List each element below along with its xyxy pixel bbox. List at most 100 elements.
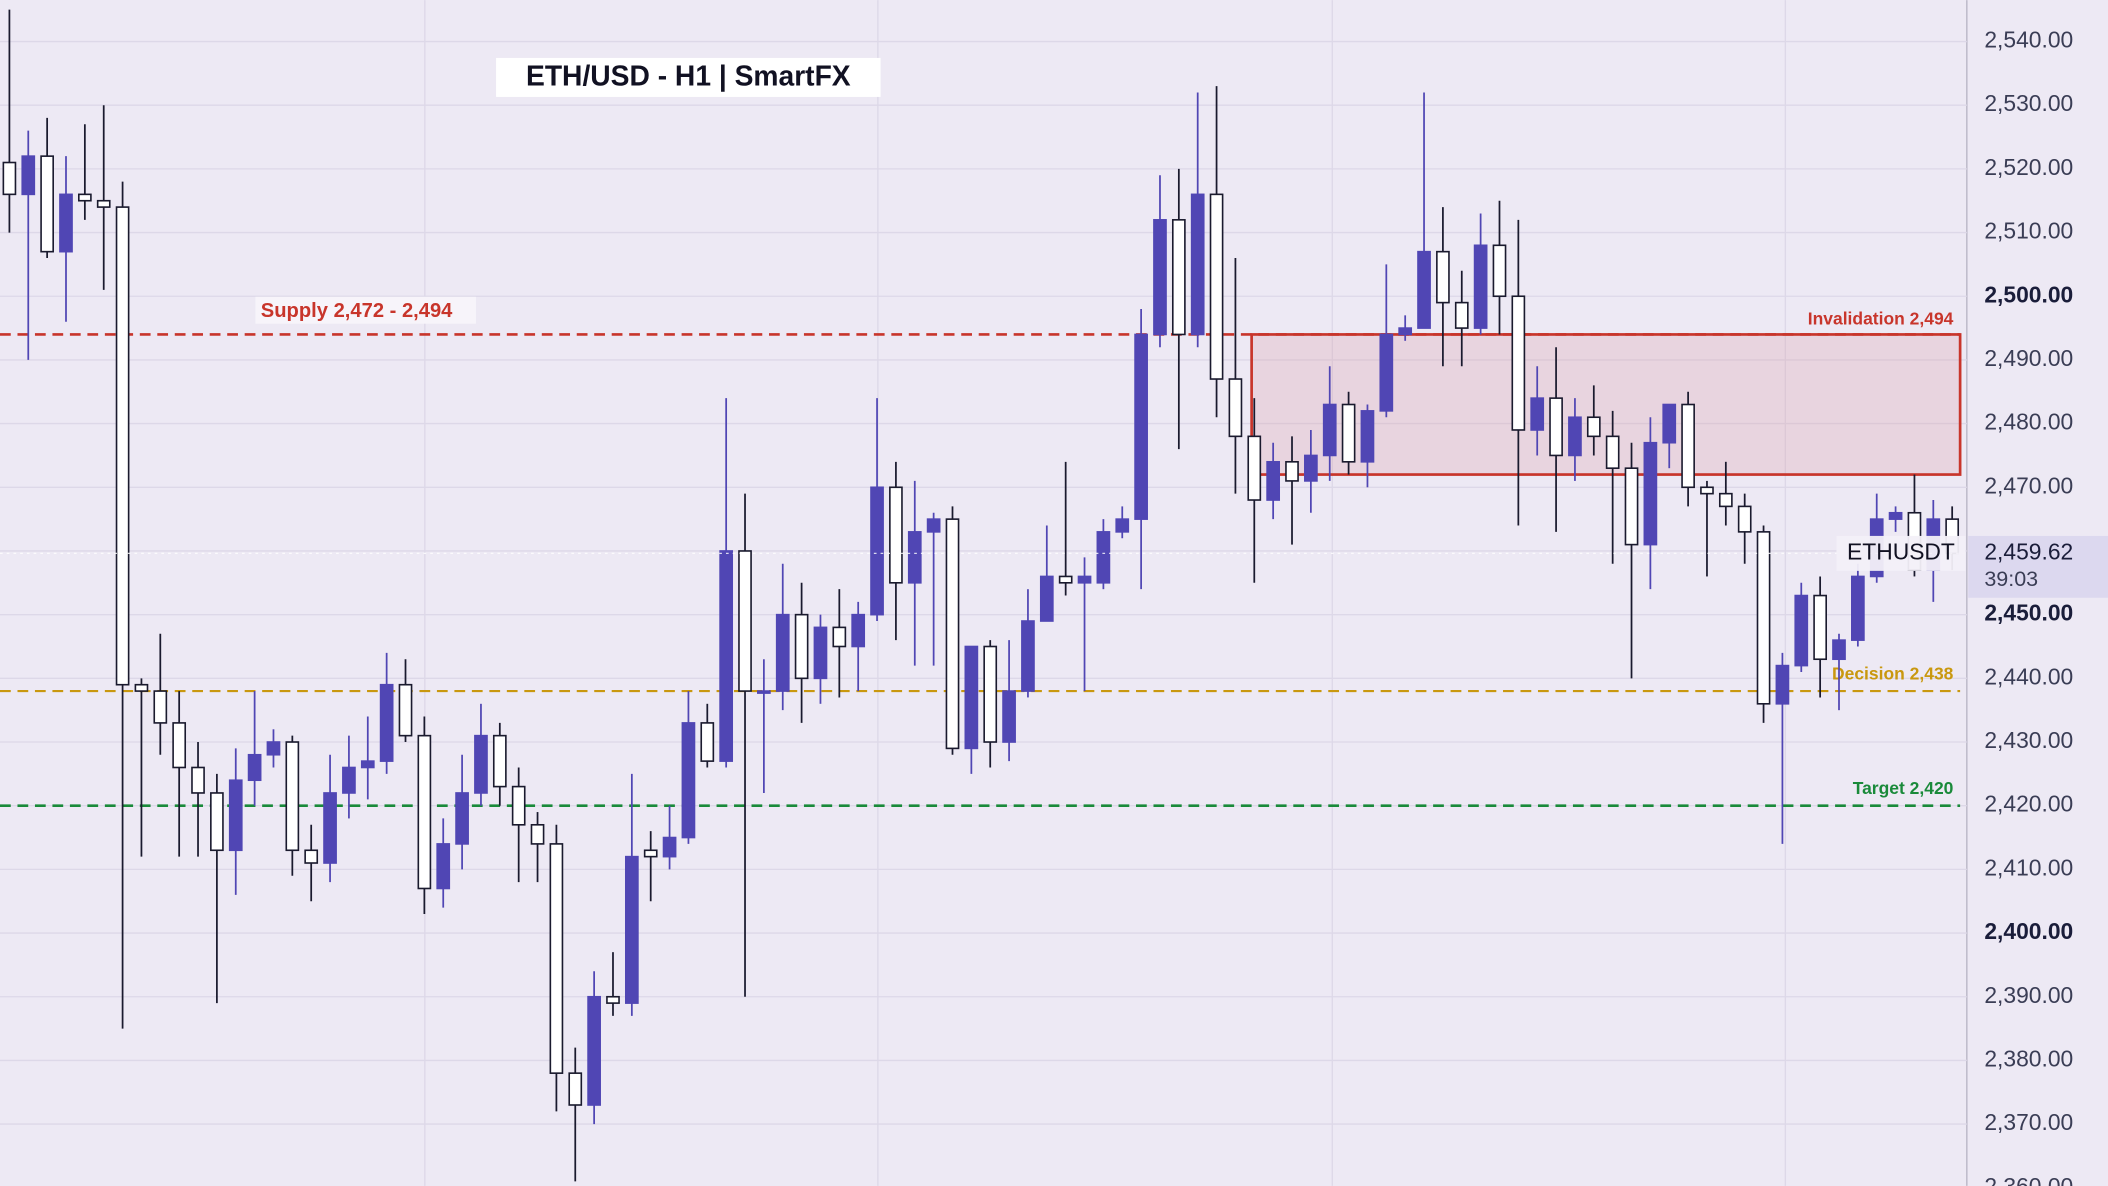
candle-body: [926, 518, 941, 533]
candle-body: [191, 766, 205, 794]
candle-body: [1039, 575, 1054, 622]
candle-body: [1586, 416, 1601, 438]
candle-body: [983, 645, 998, 743]
candle-body: [40, 155, 54, 253]
supply-label: Supply 2,472 - 2,494: [261, 300, 453, 322]
candle-body: [738, 550, 752, 692]
candle-body: [757, 690, 771, 694]
candle-body: [379, 683, 394, 762]
title-box: [496, 57, 881, 97]
candle-body: [417, 734, 432, 890]
candle-body: [945, 518, 960, 750]
candle-body: [492, 734, 507, 788]
candle-body: [1115, 518, 1130, 533]
candle-body: [1322, 403, 1337, 457]
price-box: [1968, 535, 2108, 598]
candle-body: [530, 823, 545, 845]
candle-body: [1605, 435, 1620, 469]
candle-body: [851, 613, 866, 648]
candle-body: [172, 722, 187, 769]
chart-title: ETH/USD - H1 | SmartFX: [526, 60, 851, 92]
candle-body: [1549, 397, 1563, 457]
invalidation-label: Invalidation 2,494: [1808, 308, 1954, 328]
y-tick-label: 2,540.00: [1984, 27, 2073, 53]
candle-body: [1247, 435, 1262, 501]
candle-body: [1813, 594, 1827, 661]
candle-body: [870, 486, 884, 616]
candle-body: [700, 722, 715, 762]
candle-body: [1794, 594, 1809, 667]
candle-body: [134, 683, 149, 692]
candle-body: [1304, 454, 1318, 482]
y-tick-label: 2,450.00: [1984, 600, 2073, 626]
candle-body: [1077, 575, 1092, 584]
y-tick-label: 2,480.00: [1984, 409, 2073, 435]
candle-body: [1454, 301, 1469, 329]
candle-body: [59, 193, 73, 253]
y-tick-label: 2,370.00: [1984, 1109, 2073, 1135]
y-tick-label: 2,360.00: [1984, 1173, 2073, 1186]
candle-body: [1398, 327, 1413, 336]
candle-body: [681, 722, 696, 839]
candle-body: [907, 531, 922, 584]
price-label: 2,459.62: [1984, 538, 2073, 564]
symbol-box: [1836, 535, 1966, 571]
candle-body: [1190, 193, 1205, 336]
candle-body: [323, 792, 337, 864]
candle-body: [1568, 416, 1582, 457]
countdown-label: 39:03: [1984, 567, 2038, 591]
candle-body: [228, 779, 243, 852]
y-tick-label: 2,380.00: [1984, 1045, 2073, 1071]
candle-body: [1360, 410, 1375, 463]
candle-body: [1058, 575, 1073, 584]
candle-body: [474, 734, 488, 794]
symbol-label: ETHUSDT: [1847, 538, 1955, 564]
candle-body: [1681, 403, 1695, 489]
candle-body: [794, 613, 809, 680]
candle-body: [964, 645, 979, 750]
candle-body: [549, 843, 564, 1074]
y-tick-label: 2,410.00: [1984, 854, 2073, 880]
candle-body: [2, 161, 17, 196]
candle-body: [78, 193, 92, 202]
candle-body: [153, 690, 168, 724]
y-tick-label: 2,530.00: [1984, 90, 2073, 116]
candle-body: [1341, 403, 1356, 463]
supply-label-box: [255, 296, 476, 324]
candle-body: [1417, 250, 1431, 329]
y-tick-label: 2,420.00: [1984, 791, 2073, 817]
candle-body: [1266, 461, 1281, 501]
candle-body: [1737, 505, 1752, 533]
candle-body: [1492, 244, 1507, 298]
candle-body: [1888, 511, 1903, 520]
candle-body: [436, 843, 451, 890]
candle-body: [342, 766, 356, 794]
candle-body: [624, 855, 639, 1004]
candle-body: [1134, 333, 1148, 520]
candle-body: [1511, 295, 1526, 431]
candle-body: [96, 199, 111, 208]
y-tick-label: 2,510.00: [1984, 218, 2073, 244]
candle-body: [719, 550, 734, 762]
candle-body: [1379, 333, 1394, 412]
candle-body: [587, 995, 601, 1106]
candle-body: [266, 741, 281, 756]
candle-body: [1002, 690, 1016, 743]
candle-body: [115, 206, 130, 686]
candle-body: [1832, 639, 1846, 661]
candle-body: [1228, 378, 1243, 438]
y-tick-label: 2,400.00: [1984, 918, 2073, 944]
candle-body: [1624, 467, 1639, 546]
level-label: Decision 2,438: [1832, 664, 1954, 684]
candle-body: [1643, 441, 1658, 546]
candle-body: [1530, 397, 1545, 431]
candle-body: [1209, 193, 1224, 380]
candle-body: [360, 760, 375, 769]
candle-body: [1285, 461, 1299, 482]
candle-body: [511, 785, 526, 826]
candle-body: [1153, 219, 1167, 336]
candle-body: [304, 849, 319, 864]
y-tick-label: 2,490.00: [1984, 345, 2073, 371]
